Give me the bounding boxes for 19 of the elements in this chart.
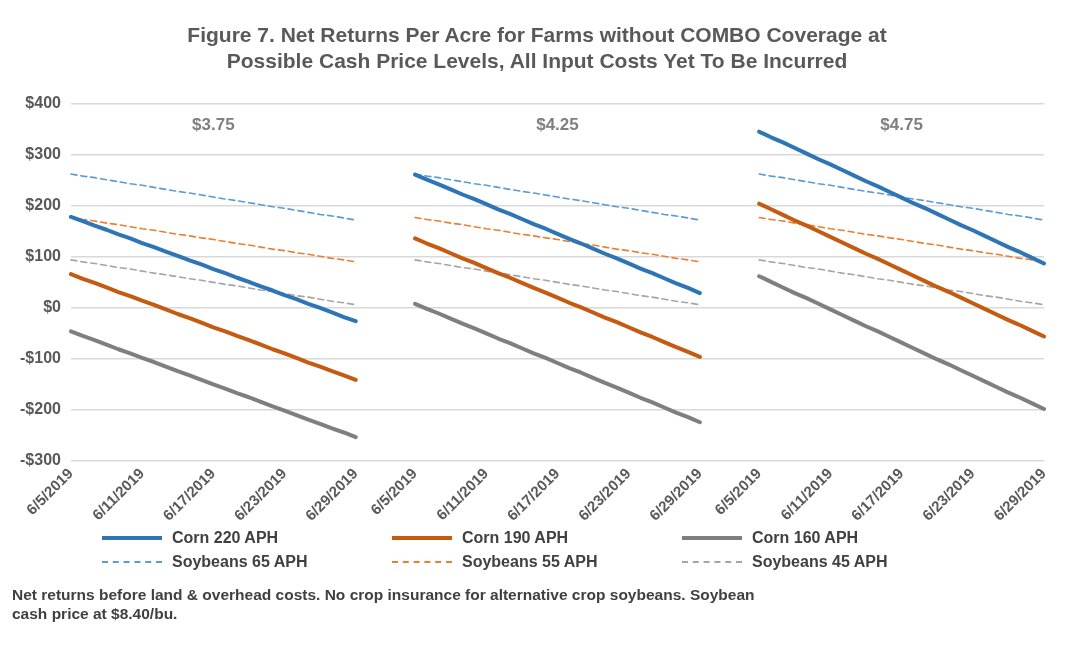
legend-label: Soybeans 45 APH (752, 553, 888, 571)
y-tick-label: $300 (25, 145, 62, 163)
y-tick-label: $400 (25, 94, 62, 112)
y-tick-label: -$200 (20, 400, 62, 418)
annotation: $4.75 (880, 115, 923, 135)
legend-label: Soybeans 65 APH (172, 553, 308, 571)
legend-label: Soybeans 55 APH (462, 553, 598, 571)
legend-label: Corn 220 APH (172, 529, 279, 547)
annotation: $3.75 (192, 115, 235, 135)
y-tick-label: -$100 (20, 349, 62, 367)
annotation: $4.25 (536, 115, 579, 135)
y-tick-label: $200 (25, 196, 62, 214)
y-tick-label: -$300 (20, 451, 62, 469)
chart-title: Figure 7. Net Returns Per Acre for Farms without COMBO Coverage at Possible Cash Price Levels, All Input Costs Yet To Be Incurred (186, 22, 888, 74)
legend-label: Corn 190 APH (462, 529, 569, 547)
y-tick-label: $0 (43, 298, 62, 316)
text: Net returns before land & overhead costs. No crop insurance for alternative crop soybeans. Soybean cash price at $8.40/bu. (12, 585, 756, 623)
legend-label: Corn 160 APH (752, 529, 859, 547)
y-tick-label: $100 (25, 247, 62, 265)
